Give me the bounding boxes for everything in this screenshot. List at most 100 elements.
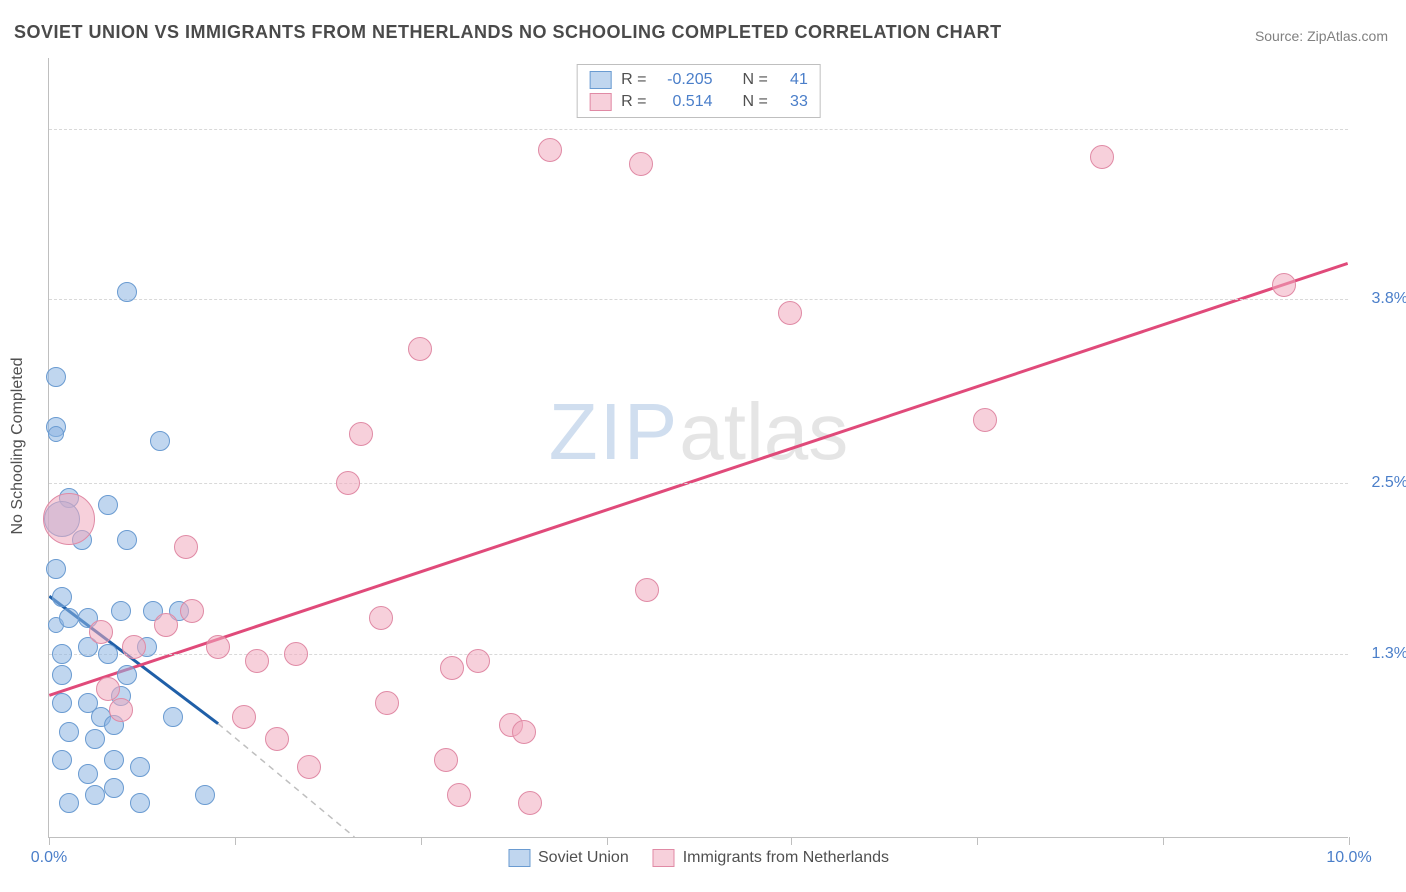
y-axis-label: No Schooling Completed [9, 358, 27, 535]
watermark: ZIPatlas [549, 386, 848, 478]
data-point [440, 656, 464, 680]
data-point [336, 471, 360, 495]
data-point [629, 152, 653, 176]
data-point [174, 535, 198, 559]
data-point [52, 750, 72, 770]
data-point [375, 691, 399, 715]
x-tick-label: 0.0% [31, 849, 67, 867]
data-point [466, 649, 490, 673]
data-point [232, 705, 256, 729]
data-point [111, 601, 131, 621]
data-point [284, 642, 308, 666]
data-point [96, 677, 120, 701]
watermark-part2: atlas [679, 387, 848, 476]
data-point [297, 755, 321, 779]
legend-r-value: 0.514 [657, 93, 713, 111]
legend-stats-row: R = 0.514 N = 33 [589, 91, 808, 113]
data-point [98, 644, 118, 664]
x-tick [977, 837, 978, 845]
legend-series-label: Immigrants from Netherlands [683, 849, 889, 867]
y-tick-label: 1.3% [1358, 645, 1406, 663]
gridline [49, 483, 1348, 484]
data-point [369, 606, 393, 630]
data-point [52, 587, 72, 607]
data-point [1090, 145, 1114, 169]
gridline [49, 299, 1348, 300]
data-point [163, 707, 183, 727]
data-point [46, 367, 66, 387]
data-point [59, 608, 79, 628]
correlation-chart: SOVIET UNION VS IMMIGRANTS FROM NETHERLA… [0, 0, 1406, 892]
data-point [512, 720, 536, 744]
legend-series-label: Soviet Union [538, 849, 629, 867]
data-point [447, 783, 471, 807]
data-point [518, 791, 542, 815]
data-point [154, 613, 178, 637]
data-point [52, 665, 72, 685]
legend-r-value: -0.205 [657, 71, 713, 89]
legend-series-item: Soviet Union [508, 849, 629, 867]
data-point [59, 793, 79, 813]
data-point [48, 426, 64, 442]
data-point [195, 785, 215, 805]
x-tick [607, 837, 608, 845]
legend-swatch [589, 71, 611, 89]
data-point [434, 748, 458, 772]
legend-n-label: N = [743, 93, 768, 111]
legend-n-label: N = [743, 71, 768, 89]
chart-title: SOVIET UNION VS IMMIGRANTS FROM NETHERLA… [14, 22, 1002, 43]
legend-swatch [653, 849, 675, 867]
legend-r-label: R = [621, 71, 646, 89]
data-point [46, 559, 66, 579]
x-tick [49, 837, 50, 845]
data-point [89, 620, 113, 644]
data-point [59, 722, 79, 742]
legend-r-label: R = [621, 93, 646, 111]
legend-stats-row: R = -0.205 N = 41 [589, 69, 808, 91]
legend-n-value: 41 [778, 71, 808, 89]
data-point [349, 422, 373, 446]
x-tick [1163, 837, 1164, 845]
data-point [78, 764, 98, 784]
x-tick [421, 837, 422, 845]
legend-swatch [508, 849, 530, 867]
x-tick [1349, 837, 1350, 845]
data-point [130, 757, 150, 777]
data-point [245, 649, 269, 673]
data-point [52, 644, 72, 664]
data-point [109, 698, 133, 722]
legend-series: Soviet Union Immigrants from Netherlands [508, 849, 889, 867]
gridline [49, 654, 1348, 655]
data-point [85, 785, 105, 805]
x-tick [791, 837, 792, 845]
y-tick-label: 2.5% [1358, 474, 1406, 492]
legend-series-item: Immigrants from Netherlands [653, 849, 889, 867]
data-point [635, 578, 659, 602]
data-point [778, 301, 802, 325]
data-point [98, 495, 118, 515]
data-point [85, 729, 105, 749]
data-point [104, 778, 124, 798]
gridline [49, 129, 1348, 130]
data-point [52, 693, 72, 713]
legend-stats: R = -0.205 N = 41 R = 0.514 N = 33 [576, 64, 821, 118]
source-label: Source: ZipAtlas.com [1255, 28, 1388, 44]
data-point [206, 635, 230, 659]
data-point [408, 337, 432, 361]
legend-swatch [589, 93, 611, 111]
data-point [265, 727, 289, 751]
data-point [180, 599, 204, 623]
x-tick [235, 837, 236, 845]
data-point [130, 793, 150, 813]
watermark-part1: ZIP [549, 387, 679, 476]
data-point [538, 138, 562, 162]
legend-n-value: 33 [778, 93, 808, 111]
data-point [150, 431, 170, 451]
plot-area: ZIPatlas R =-0.205N =41R =0.514N =33 Sov… [48, 58, 1348, 838]
data-point [117, 665, 137, 685]
x-tick-label: 10.0% [1326, 849, 1371, 867]
data-point [43, 493, 95, 545]
data-point [117, 530, 137, 550]
data-point [122, 635, 146, 659]
data-point [117, 282, 137, 302]
